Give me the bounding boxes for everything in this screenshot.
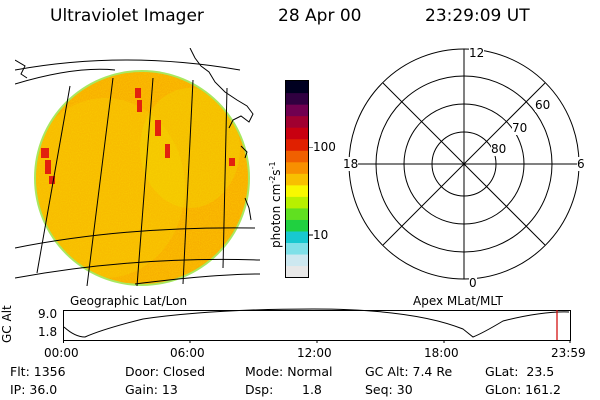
geographic-grid xyxy=(15,59,260,286)
mlt-label-0: 0 xyxy=(469,276,477,290)
polar-plot xyxy=(348,48,580,280)
colorbar-segment xyxy=(286,207,308,220)
info-flight: Flt: 1356 xyxy=(10,364,66,379)
alt-ytick-9: 9.0 xyxy=(38,307,58,321)
info-glat: GLat: 23.5 xyxy=(485,364,555,379)
alt-xtick-1200: 12:00 xyxy=(297,346,332,360)
earth-disk xyxy=(34,70,250,286)
earth-image-panel xyxy=(15,48,260,286)
geographic-label: Geographic Lat/Lon xyxy=(70,294,188,308)
alt-xtick-1800: 18:00 xyxy=(424,346,459,360)
info-dsp-label: Dsp: xyxy=(245,382,274,397)
altitude-plot xyxy=(63,308,571,343)
colorbar-tick-marks xyxy=(308,147,313,236)
colorbar-segment xyxy=(286,115,308,128)
lat-label-60: 60 xyxy=(535,98,551,112)
colorbar-segment xyxy=(286,92,308,105)
instrument-title: Ultraviolet Imager xyxy=(50,6,204,26)
colorbar-tick-10: 10 xyxy=(313,228,329,242)
colorbar-segment xyxy=(286,81,308,94)
info-dsp-value: 1.8 xyxy=(302,382,322,397)
colorbar-segment xyxy=(286,253,308,267)
info-gain: Gain: 13 xyxy=(125,382,178,397)
colorbar-border xyxy=(285,80,309,278)
alt-xtick-2359: 23:59 xyxy=(551,346,586,360)
alt-xtick-0000: 00:00 xyxy=(44,346,79,360)
colorbar-segment xyxy=(286,242,308,255)
colorbar-segment xyxy=(286,104,308,117)
lat-label-70: 70 xyxy=(512,121,528,135)
alt-ylabel: GC Alt xyxy=(0,305,14,343)
colorbar-segment xyxy=(286,219,308,232)
info-glon: GLon: 161.2 xyxy=(485,382,561,397)
colorbar-segment xyxy=(286,127,308,140)
time-label: 23:29:09 UT xyxy=(425,6,530,26)
colorbar-segment xyxy=(286,138,308,151)
colorbar-segment xyxy=(286,230,308,244)
info-mode: Mode: Normal xyxy=(245,364,333,379)
info-seq: Seq: 30 xyxy=(365,382,413,397)
colorbar-segment xyxy=(286,265,308,278)
info-gc-alt: GC Alt: 7.4 Re xyxy=(365,364,453,379)
info-ip: IP: 36.0 xyxy=(10,382,58,397)
info-door: Door: Closed xyxy=(125,364,206,379)
lat-label-80: 80 xyxy=(491,142,507,156)
alt-xtick-0600: 06:00 xyxy=(170,346,205,360)
mlt-label-12: 12 xyxy=(469,46,485,60)
colorbar xyxy=(285,80,309,278)
colorbar-segment xyxy=(286,150,308,163)
mlt-label-18: 18 xyxy=(343,157,359,171)
date-label: 28 Apr 00 xyxy=(278,6,362,26)
colorbar-unit-label: photon cm-2s-1 xyxy=(268,161,283,248)
altitude-curve xyxy=(63,308,570,338)
coastline-outline xyxy=(15,48,254,221)
colorbar-tick-100: 100 xyxy=(313,140,336,154)
colorbar-segment xyxy=(286,173,308,186)
mlt-label-6: 6 xyxy=(577,157,585,171)
colorbar-segment xyxy=(286,161,308,174)
colorbar-segment xyxy=(286,184,308,197)
colorbar-segment xyxy=(286,196,308,209)
apex-label: Apex MLat/MLT xyxy=(413,294,503,308)
alt-ytick-1-8: 1.8 xyxy=(38,325,58,339)
